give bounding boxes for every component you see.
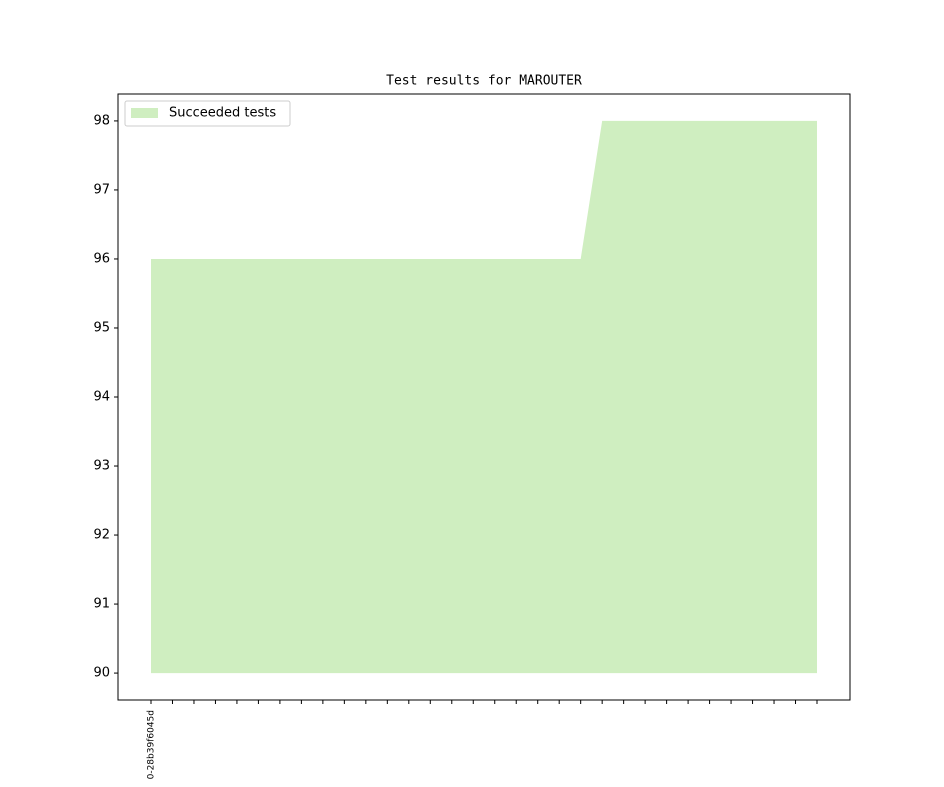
x-tick-label: 0-28b39f6045d xyxy=(147,710,157,779)
y-tick-label: 98 xyxy=(93,113,110,128)
area xyxy=(151,120,817,674)
chart-title: Test results for MAROUTER xyxy=(386,74,582,89)
y-tick-label: 95 xyxy=(93,320,110,335)
y-tick-label: 94 xyxy=(93,390,110,405)
y-tick-label: 91 xyxy=(93,597,110,612)
y-tick-label: 97 xyxy=(93,182,110,197)
legend: Succeeded tests xyxy=(124,100,291,127)
legend-label: Succeeded tests xyxy=(169,106,276,121)
y-tick-label: 96 xyxy=(93,251,110,266)
y-tick-label: 90 xyxy=(93,666,110,681)
legend-box xyxy=(124,100,291,127)
legend-swatch xyxy=(131,108,158,118)
y-tick-label: 92 xyxy=(93,528,110,543)
y-tick-label: 93 xyxy=(93,459,110,474)
